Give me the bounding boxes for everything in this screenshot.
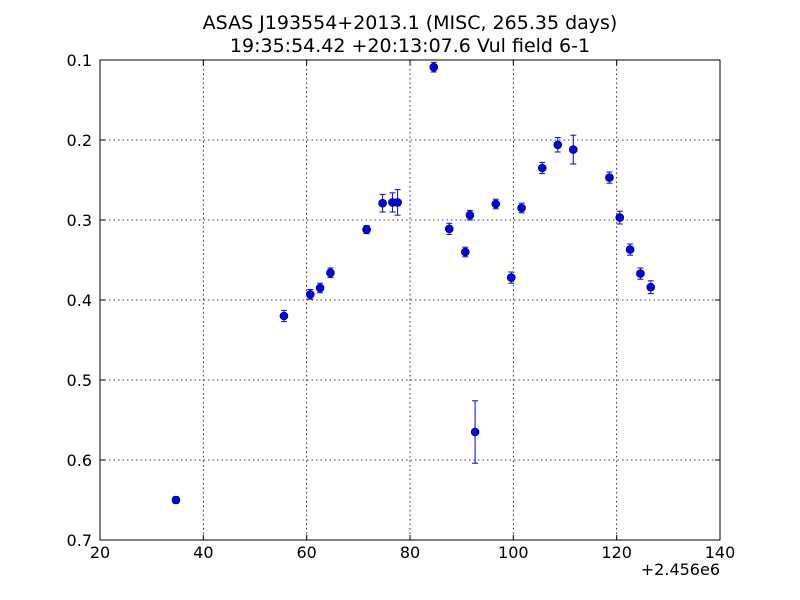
data-point — [362, 225, 371, 234]
y-tick-label: 0.3 — [67, 211, 92, 230]
data-points — [171, 62, 656, 505]
data-point — [378, 198, 387, 208]
data-point — [636, 269, 645, 278]
data-point — [491, 199, 501, 209]
grid — [100, 60, 720, 540]
data-point — [465, 210, 475, 220]
x-tick-label: 40 — [193, 543, 213, 562]
data-point — [171, 495, 181, 505]
data-point — [429, 62, 439, 72]
data-point — [279, 311, 289, 321]
x-tick-label: 20 — [90, 543, 110, 562]
x-tick-label: 140 — [705, 543, 736, 562]
data-point — [537, 163, 547, 173]
x-tick-labels: 20 40 60 80 100 120 140 — [90, 543, 735, 562]
data-point — [444, 224, 454, 234]
y-tick-label: 0.5 — [67, 371, 92, 390]
y-tick-label: 0.4 — [67, 291, 92, 310]
data-point — [625, 245, 635, 254]
data-point — [615, 213, 625, 222]
data-point — [470, 427, 480, 437]
data-point — [305, 290, 315, 299]
data-point — [568, 145, 578, 154]
x-tick-label: 100 — [498, 543, 529, 562]
x-offset-label: +2.456e6 — [641, 560, 720, 579]
data-point — [326, 268, 335, 278]
data-point — [646, 282, 656, 292]
data-point — [315, 283, 325, 293]
error-bars — [172, 61, 654, 504]
x-tick-label: 120 — [601, 543, 632, 562]
y-tick-label: 0.2 — [67, 131, 92, 150]
chart-subtitle: 19:35:54.42 +20:13:07.6 Vul field 6-1 — [230, 35, 590, 57]
chart-title: ASAS J193554+2013.1 (MISC, 265.35 days) — [203, 12, 618, 34]
y-tick-labels: 0.1 0.2 0.3 0.4 0.5 0.6 0.7 — [67, 51, 92, 550]
x-tick-label: 80 — [400, 543, 420, 562]
data-point — [460, 247, 470, 257]
y-tick-label: 0.1 — [67, 51, 92, 70]
x-tick-label: 60 — [296, 543, 316, 562]
data-point — [605, 173, 614, 182]
data-point — [553, 140, 563, 150]
axis-ticks — [99, 59, 721, 541]
y-tick-label: 0.7 — [67, 531, 92, 550]
data-point — [506, 273, 516, 282]
y-tick-label: 0.6 — [67, 451, 92, 470]
data-point — [393, 198, 402, 207]
data-point — [517, 203, 526, 213]
